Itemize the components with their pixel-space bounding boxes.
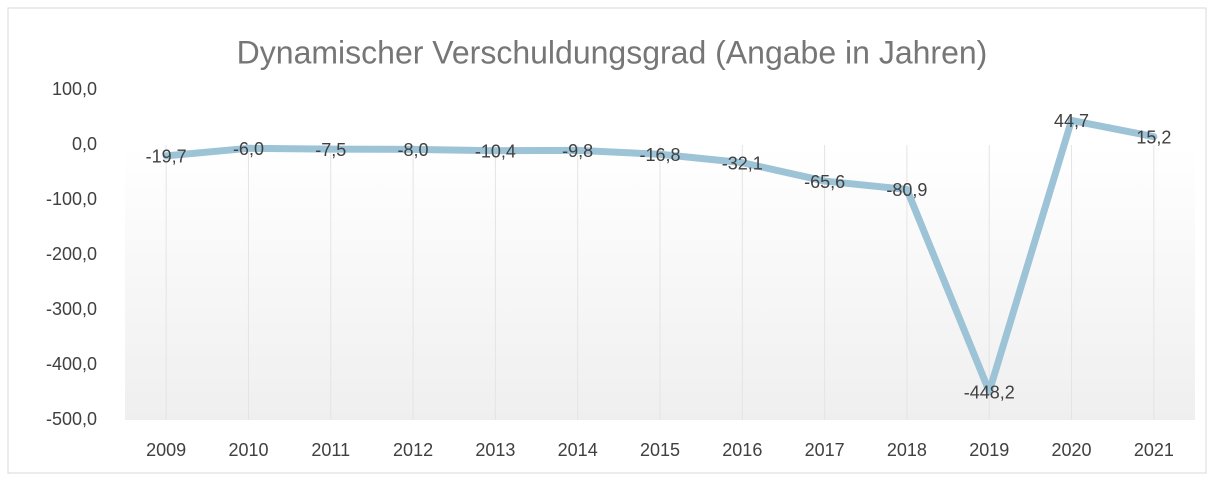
- x-tick-label: 2012: [393, 440, 433, 460]
- data-label: -7,5: [315, 140, 346, 160]
- y-tick-label: -400,0: [46, 354, 97, 374]
- data-line: [162, 116, 1158, 396]
- data-label: -65,6: [804, 172, 845, 192]
- x-tick-label: 2016: [722, 440, 762, 460]
- data-label: -16,8: [639, 145, 680, 165]
- data-label: -32,1: [722, 153, 763, 173]
- y-tick-label: -300,0: [46, 299, 97, 319]
- data-label: -19,7: [146, 147, 187, 167]
- y-tick-label: -500,0: [46, 409, 97, 429]
- data-label: -8,0: [398, 140, 429, 160]
- x-tick-label: 2014: [558, 440, 598, 460]
- chart-title: Dynamischer Verschuldungsgrad (Angabe in…: [237, 34, 988, 70]
- data-label: -10,4: [475, 141, 516, 161]
- data-label: -80,9: [886, 180, 927, 200]
- x-tick-label: 2013: [475, 440, 515, 460]
- x-tick-label: 2011: [311, 440, 350, 460]
- y-tick-label: 100,0: [52, 79, 97, 99]
- x-tick-label: 2017: [805, 440, 845, 460]
- x-tick-label: 2010: [228, 440, 268, 460]
- data-label: 44,7: [1054, 111, 1089, 131]
- x-tick-label: 2009: [146, 440, 186, 460]
- y-tick-label: 0,0: [72, 134, 97, 154]
- data-label: -448,2: [964, 382, 1015, 402]
- x-tick-label: 2019: [969, 440, 1009, 460]
- x-tick-label: 2020: [1052, 440, 1092, 460]
- x-tick-label: 2015: [640, 440, 680, 460]
- x-tick-label: 2018: [887, 440, 927, 460]
- y-tick-label: -200,0: [46, 244, 97, 264]
- y-tick-label: -100,0: [46, 189, 97, 209]
- data-label: 15,2: [1136, 127, 1171, 147]
- data-label: -9,8: [562, 141, 593, 161]
- x-tick-label: 2021: [1134, 440, 1174, 460]
- data-label: -6,0: [233, 139, 264, 159]
